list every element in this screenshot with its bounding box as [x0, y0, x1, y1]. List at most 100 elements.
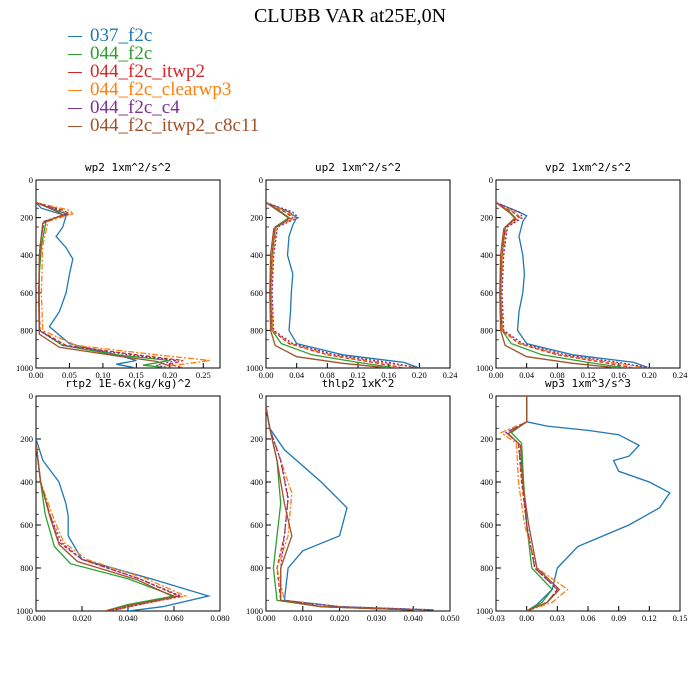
- series-line-044-f2c: [36, 201, 170, 368]
- x-tick-label: 0.12: [351, 370, 366, 380]
- panel-title: vp2 1xm^2/s^2: [545, 161, 631, 174]
- x-tick-label: 0.12: [642, 613, 657, 623]
- series-line-044-f2c-itwp2: [266, 406, 414, 611]
- legend-label: 044_f2c_c4: [90, 97, 180, 118]
- y-tick-label: 0: [489, 175, 493, 185]
- series-line-037-f2c: [496, 201, 650, 368]
- legend-label: 044_f2c: [90, 43, 153, 64]
- series-line-044-f2c-itwp2-c8c11: [496, 202, 619, 368]
- x-tick-label: 0.050: [440, 613, 459, 623]
- x-tick-label: 0.20: [642, 370, 657, 380]
- y-tick-label: 400: [250, 250, 263, 260]
- x-tick-label: 0.15: [673, 613, 688, 623]
- x-tick-label: 0.040: [404, 613, 423, 623]
- x-tick-label: 0.010: [293, 613, 312, 623]
- legend-label: 037_f2c: [90, 25, 153, 46]
- x-tick-label: 0.08: [320, 370, 335, 380]
- y-tick-label: 800: [250, 563, 263, 573]
- legend-swatch: [68, 125, 82, 127]
- series-line-044-f2c-c4: [505, 396, 559, 611]
- series-line-044-f2c-clearwp3: [499, 396, 569, 611]
- y-tick-label: 800: [20, 325, 33, 335]
- x-tick-label: 0.00: [519, 613, 534, 623]
- x-tick-label: 0.040: [118, 613, 137, 623]
- y-tick-label: 200: [250, 213, 263, 223]
- panel-title: wp2 1xm^2/s^2: [85, 161, 171, 174]
- x-tick-label: 0.10: [95, 370, 110, 380]
- legend-item: 037_f2c: [68, 25, 259, 46]
- legend-label: 044_f2c_itwp2: [90, 61, 206, 82]
- series-line-037-f2c: [36, 438, 212, 611]
- x-tick-label: 0.15: [129, 370, 144, 380]
- y-tick-label: 600: [250, 520, 263, 530]
- figure-title: CLUBB VAR at25E,0N: [253, 5, 447, 27]
- y-tick-label: 400: [480, 250, 493, 260]
- y-tick-label: 400: [20, 250, 33, 260]
- x-tick-label: -0.03: [487, 613, 505, 623]
- series-line-037-f2c: [526, 396, 671, 611]
- y-tick-label: 800: [20, 563, 33, 573]
- x-tick-label: 0.030: [367, 613, 386, 623]
- series-line-044-f2c: [36, 443, 177, 611]
- series-line-044-f2c-itwp2: [36, 201, 184, 368]
- series-line-044-f2c-c4: [496, 201, 650, 368]
- x-tick-label: 0.24: [673, 370, 689, 380]
- x-tick-label: 0.000: [256, 613, 275, 623]
- series-line-044-f2c: [266, 202, 397, 368]
- panel-title: up2 1xm^2/s^2: [315, 161, 401, 174]
- y-tick-label: 1000: [476, 606, 493, 616]
- x-tick-label: 0.020: [330, 613, 349, 623]
- x-tick-label: 0.20: [412, 370, 427, 380]
- series-line-044-f2c-clearwp3: [266, 406, 432, 611]
- legend-item: 044_f2c_itwp2: [68, 61, 259, 82]
- y-tick-label: 400: [250, 477, 263, 487]
- legend-swatch: [68, 71, 82, 73]
- x-tick-label: 0.06: [581, 613, 596, 623]
- y-tick-label: 200: [20, 213, 33, 223]
- plot-frame: [35, 179, 221, 369]
- legend: 037_f2c 044_f2c 044_f2c_itwp2 044_f2c_cl…: [68, 25, 260, 136]
- panel-title: rtp2 1E-6x(kg/kg)^2: [65, 377, 191, 390]
- y-tick-label: 0: [259, 391, 263, 401]
- x-tick-label: 0.00: [489, 370, 504, 380]
- y-tick-label: 800: [480, 325, 493, 335]
- series-line-037-f2c: [36, 202, 137, 368]
- series-line-044-f2c-itwp2-c8c11: [507, 396, 561, 611]
- x-tick-label: 0.20: [162, 370, 177, 380]
- x-tick-label: 0.25: [196, 370, 211, 380]
- series-line-044-f2c: [496, 202, 627, 368]
- y-tick-label: 1000: [476, 363, 493, 373]
- x-tick-label: 0.04: [519, 370, 535, 380]
- y-tick-label: 200: [480, 434, 493, 444]
- series-line-044-f2c-itwp2-c8c11: [266, 202, 389, 368]
- legend-swatch: [68, 107, 82, 109]
- y-tick-label: 1000: [246, 363, 263, 373]
- plot-frame: [265, 179, 451, 369]
- y-tick-label: 600: [20, 520, 33, 530]
- y-tick-label: 0: [259, 175, 263, 185]
- legend-item: 044_f2c_clearwp3: [68, 79, 259, 100]
- x-tick-label: 0.05: [62, 370, 77, 380]
- y-tick-label: 0: [29, 391, 33, 401]
- panel: wp3 1xm^3/s^3 0 200 400 600 800 1000-0.03 0.00 0…: [476, 377, 687, 623]
- series-line-044-f2c-clearwp3: [496, 202, 650, 368]
- legend-swatch: [68, 35, 82, 37]
- series-line-044-f2c-clearwp3: [266, 202, 420, 368]
- legend-swatch: [68, 53, 82, 55]
- legend-label: 044_f2c_itwp2_c8c11: [90, 115, 260, 136]
- y-tick-label: 200: [20, 434, 33, 444]
- plot-frame: [495, 395, 681, 612]
- x-tick-label: 0.24: [443, 370, 459, 380]
- x-tick-label: 0.020: [72, 613, 91, 623]
- y-tick-label: 800: [250, 325, 263, 335]
- x-tick-label: 0.03: [550, 613, 565, 623]
- series-line-044-f2c-itwp2: [496, 202, 635, 368]
- legend-swatch: [68, 89, 82, 91]
- legend-label: 044_f2c_clearwp3: [90, 79, 232, 100]
- panel-title: wp3 1xm^3/s^3: [545, 377, 631, 390]
- x-tick-label: 0.16: [611, 370, 626, 380]
- y-tick-label: 1000: [16, 363, 33, 373]
